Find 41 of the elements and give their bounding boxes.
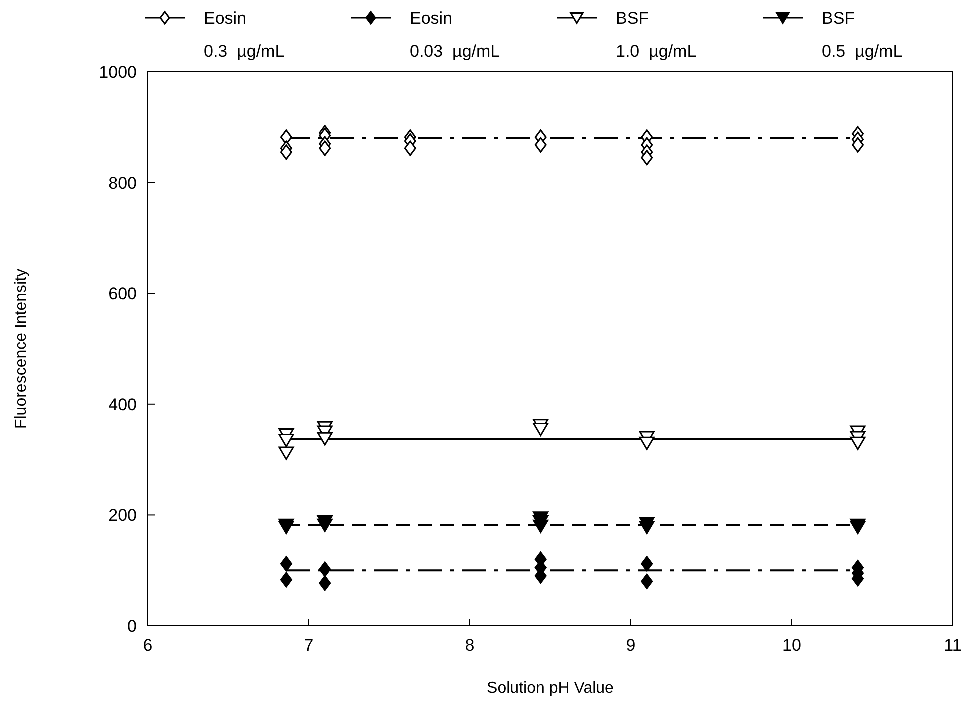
x-tick-label: 8 [465,636,475,655]
point [533,422,549,436]
legend-label: Eosin 0.03 µg/mL [410,9,500,61]
point [278,446,294,460]
y-tick-label: 600 [108,284,137,304]
point [280,572,292,588]
y-tick-label: 200 [108,506,137,526]
point [319,576,332,592]
legend-label: BSF 0.5 µg/mL [822,9,903,61]
point [319,140,332,156]
point [278,434,294,448]
y-tick-label: 1000 [99,63,137,82]
x-tick-label: 6 [143,636,153,655]
point [852,137,864,153]
point [641,150,654,166]
legend-label: BSF 1.0 µg/mL [616,9,697,61]
y-tick-label: 800 [108,174,137,193]
point [850,521,866,534]
point [404,140,416,156]
point [280,556,292,572]
x-tick-label: 10 [782,636,802,655]
y-tick-label: 400 [108,395,137,414]
point [639,521,655,534]
point [850,436,866,450]
x-axis-title: Solution pH Value [487,680,614,697]
x-tick-label: 9 [626,636,636,655]
point [641,556,654,572]
y-tick-label: 0 [128,617,137,636]
x-tick-label: 7 [304,636,314,655]
point [639,436,655,450]
legend-label: Eosin 0.3 µg/mL [204,9,285,61]
point [278,521,294,534]
x-tick-label: 11 [944,636,962,655]
point [319,562,332,578]
y-axis-title: Fluorescence Intensity [13,268,30,430]
point [534,137,547,153]
point [280,144,292,160]
point [641,574,654,590]
point [317,518,333,532]
point [533,520,549,534]
point [317,432,333,446]
